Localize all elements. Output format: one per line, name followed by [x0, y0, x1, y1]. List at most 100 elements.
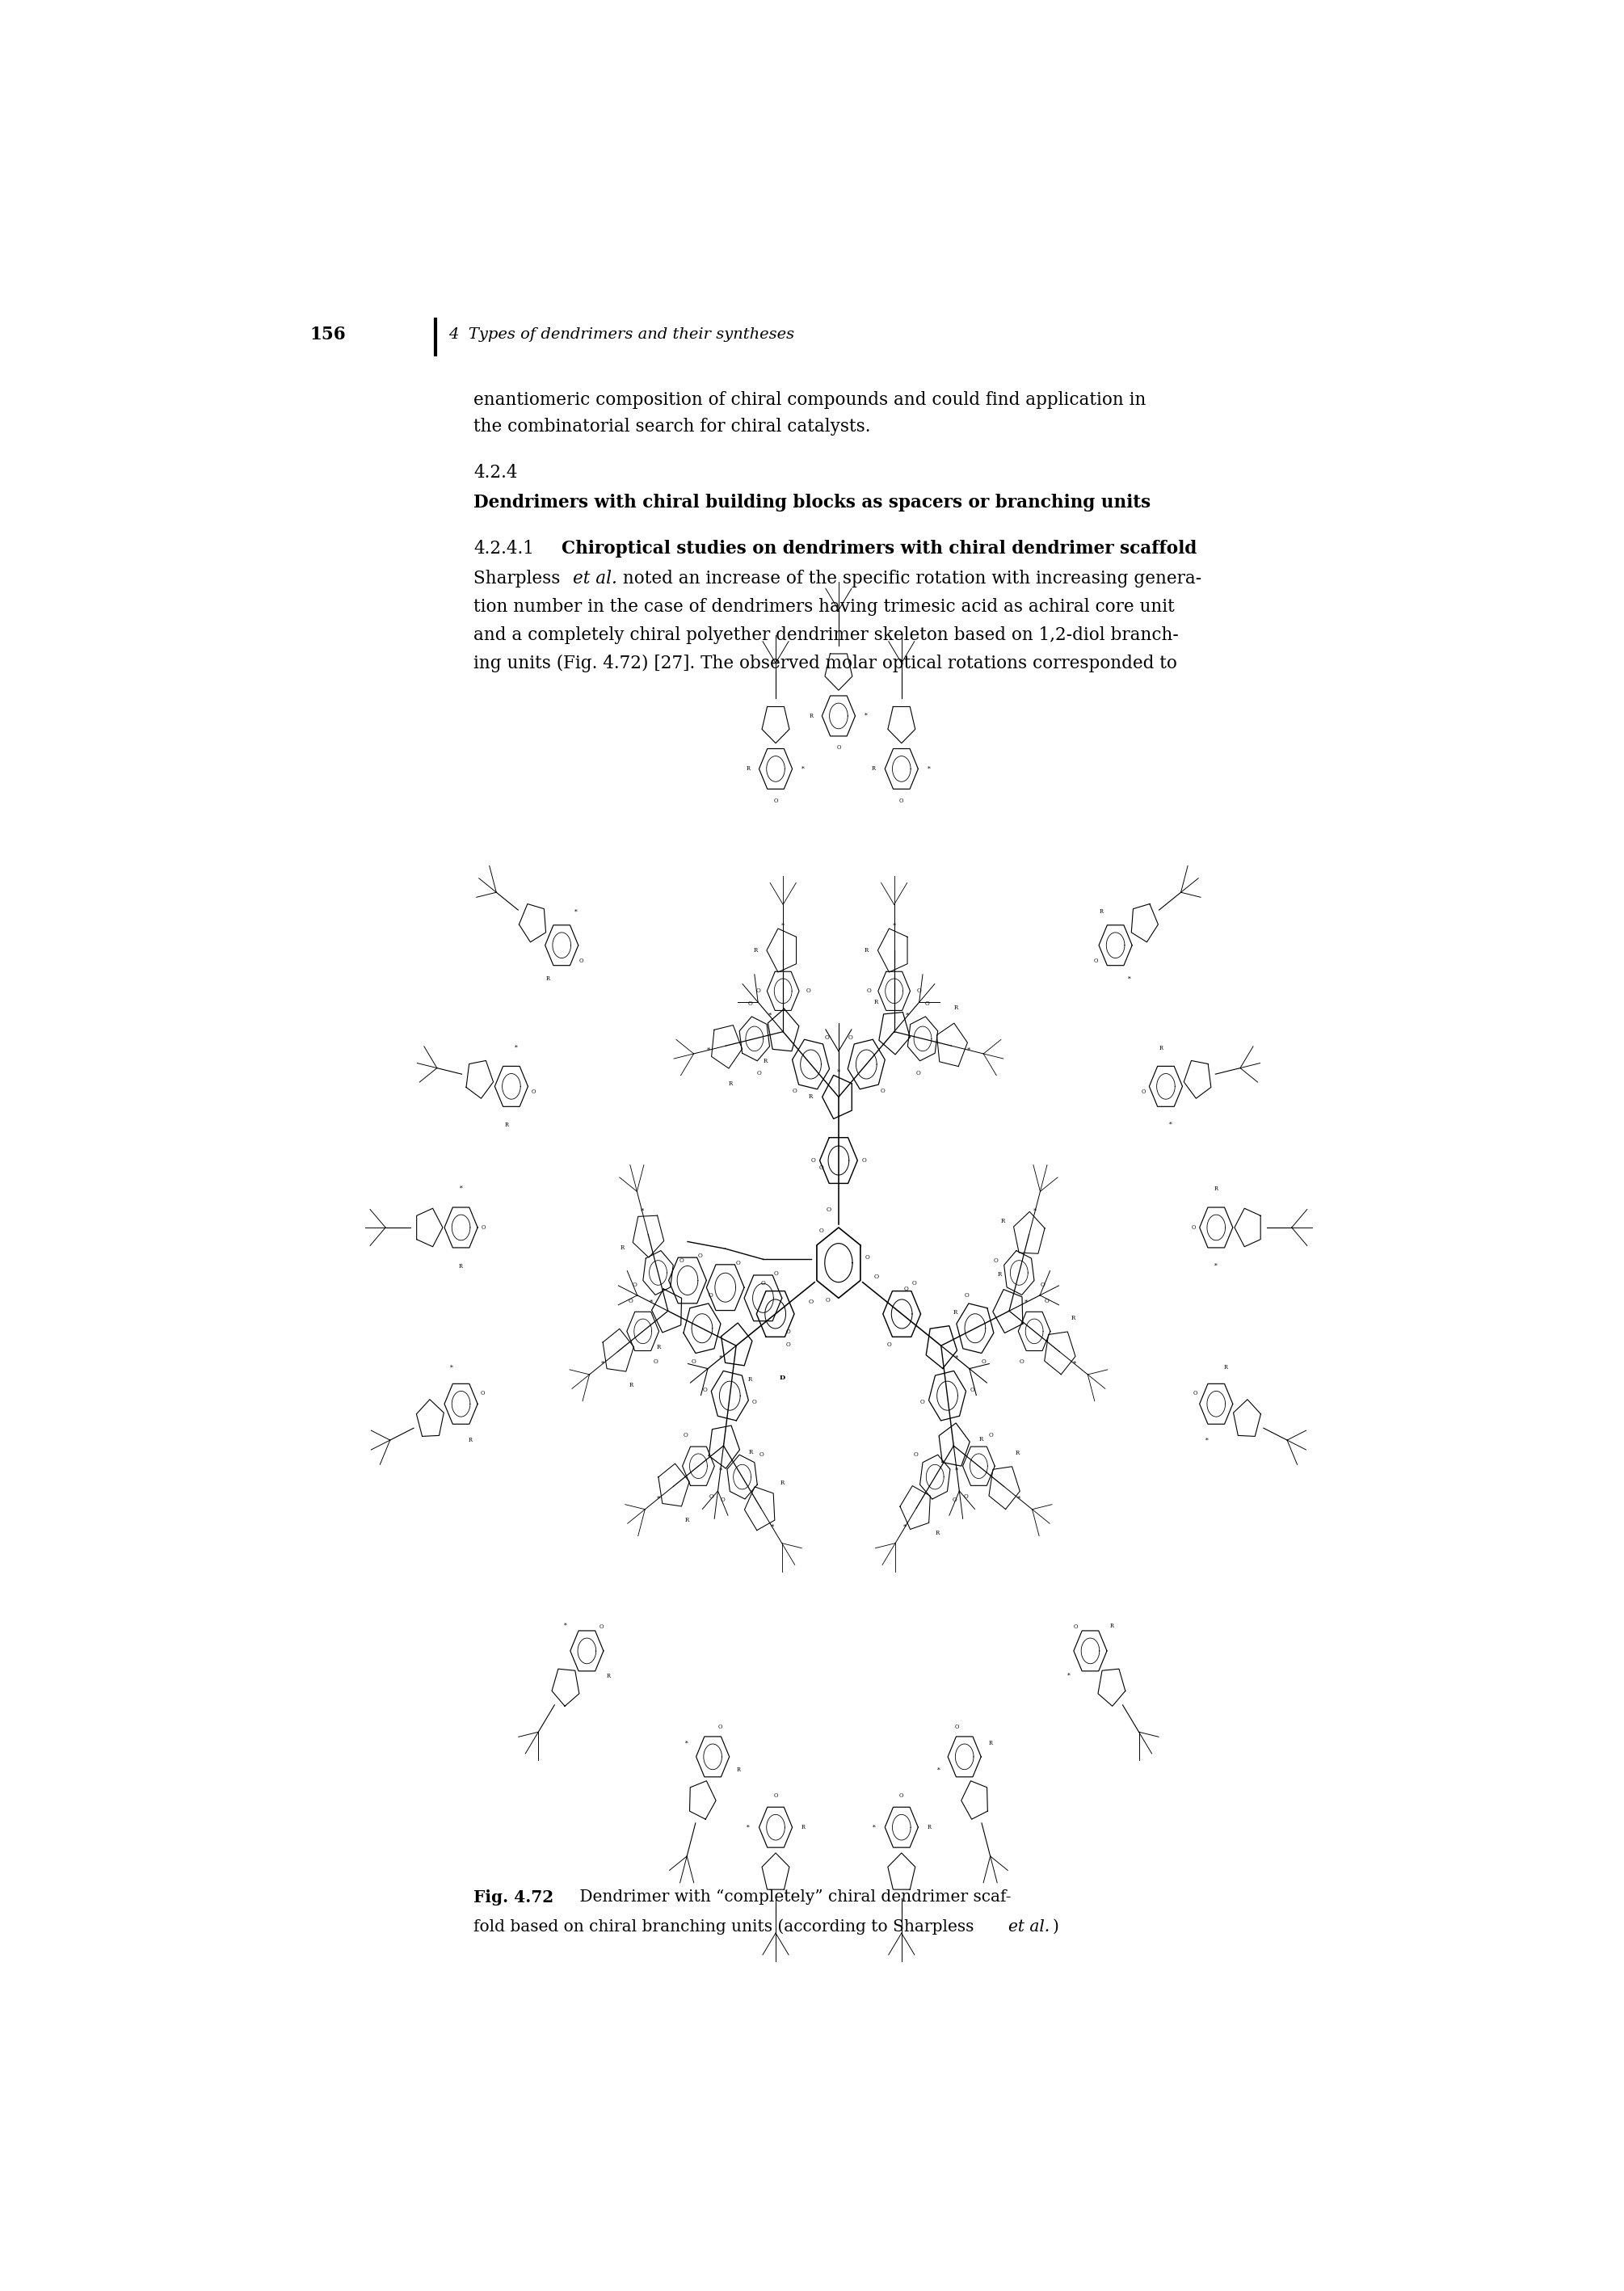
Text: *: *: [1205, 1436, 1208, 1443]
Text: *: *: [836, 1070, 840, 1074]
Text: O: O: [531, 1088, 536, 1095]
Text: O: O: [900, 1792, 903, 1798]
Text: O: O: [760, 1281, 765, 1288]
Text: O: O: [952, 1496, 957, 1503]
Text: R: R: [729, 1081, 732, 1088]
Text: *: *: [937, 1766, 940, 1773]
Text: O: O: [970, 1386, 974, 1393]
Text: *: *: [864, 713, 867, 719]
Text: *: *: [1215, 1262, 1218, 1269]
Text: O: O: [684, 1432, 689, 1439]
Text: *: *: [650, 1299, 653, 1306]
Text: O: O: [1020, 1359, 1025, 1365]
Text: et al.: et al.: [1009, 1920, 1049, 1934]
Text: O: O: [825, 1033, 830, 1040]
Text: O: O: [924, 1001, 929, 1008]
Text: R: R: [872, 765, 875, 772]
Text: O: O: [981, 1359, 986, 1365]
Text: O: O: [848, 1033, 853, 1040]
Text: 156: 156: [310, 325, 346, 344]
Text: O: O: [747, 1001, 752, 1008]
Text: O: O: [632, 1281, 637, 1288]
Text: *: *: [747, 1824, 750, 1831]
Text: O: O: [809, 1299, 814, 1304]
Text: O: O: [818, 1228, 823, 1235]
Text: O: O: [793, 1088, 797, 1095]
Text: O: O: [773, 1269, 778, 1276]
Text: O: O: [874, 1274, 879, 1281]
Text: R: R: [1109, 1622, 1114, 1629]
Text: *: *: [1017, 1496, 1021, 1503]
Text: R: R: [460, 1262, 463, 1269]
Text: et al.: et al.: [573, 570, 617, 586]
Text: tion number in the case of dendrimers having trimesic acid as achiral core unit: tion number in the case of dendrimers ha…: [474, 598, 1174, 616]
Text: R: R: [546, 976, 551, 983]
Text: *: *: [450, 1363, 453, 1370]
Text: *: *: [872, 1824, 875, 1831]
Text: O: O: [1073, 1624, 1078, 1629]
Text: 4  Types of dendrimers and their syntheses: 4 Types of dendrimers and their synthese…: [448, 328, 794, 341]
Text: R: R: [809, 1093, 814, 1100]
Text: Dendrimers with chiral building blocks as spacers or branching units: Dendrimers with chiral building blocks a…: [474, 493, 1151, 511]
Text: *: *: [515, 1045, 518, 1052]
Text: *: *: [573, 910, 577, 914]
Text: *: *: [955, 1354, 958, 1361]
Text: O: O: [736, 1260, 741, 1267]
Text: O: O: [1044, 1297, 1049, 1304]
Text: R: R: [656, 1345, 661, 1352]
Text: R: R: [935, 1530, 940, 1537]
Text: *: *: [656, 1496, 659, 1503]
Text: R: R: [737, 1766, 741, 1773]
Text: *: *: [893, 923, 896, 928]
Text: *: *: [719, 1466, 723, 1473]
Text: Fig. 4.72: Fig. 4.72: [474, 1890, 554, 1906]
Text: *: *: [906, 1013, 909, 1019]
Text: *: *: [1025, 1299, 1028, 1306]
Text: O: O: [818, 1164, 823, 1171]
Text: R: R: [989, 1741, 992, 1746]
Text: O: O: [861, 1157, 866, 1164]
Text: O: O: [703, 1386, 708, 1393]
Text: O: O: [1142, 1088, 1147, 1095]
Text: O: O: [825, 1297, 830, 1304]
Text: O: O: [481, 1391, 484, 1395]
Text: O: O: [1192, 1223, 1195, 1230]
Text: O: O: [900, 797, 903, 804]
Text: O: O: [887, 1340, 892, 1347]
Text: *: *: [1169, 1120, 1173, 1127]
Text: O: O: [880, 1088, 885, 1095]
Text: O: O: [827, 1207, 831, 1214]
Text: Dendrimer with “completely” chiral dendrimer scaf-: Dendrimer with “completely” chiral dendr…: [575, 1890, 1012, 1904]
Text: O: O: [918, 987, 922, 994]
Text: O: O: [864, 1253, 869, 1260]
Text: O: O: [708, 1292, 713, 1299]
Text: and a completely chiral polyether dendrimer skeleton based on 1,2-diol branch-: and a completely chiral polyether dendri…: [474, 625, 1179, 644]
Text: O: O: [628, 1297, 633, 1304]
Text: O: O: [955, 1723, 958, 1730]
Text: R: R: [745, 765, 750, 772]
Text: R: R: [979, 1436, 983, 1443]
Text: R: R: [997, 1272, 1002, 1278]
Text: *: *: [640, 1207, 643, 1214]
Text: O: O: [758, 1450, 763, 1457]
Text: *: *: [768, 1013, 771, 1019]
Text: R: R: [749, 1450, 754, 1455]
Text: R: R: [1072, 1315, 1075, 1322]
Text: O: O: [773, 797, 778, 804]
Text: O: O: [994, 1258, 997, 1265]
Text: O: O: [708, 1494, 713, 1501]
Text: *: *: [706, 1047, 710, 1054]
Text: R: R: [864, 946, 869, 953]
Text: *: *: [927, 765, 931, 772]
Text: O: O: [679, 1258, 684, 1265]
Text: R: R: [953, 1003, 958, 1010]
Text: *: *: [685, 1741, 689, 1746]
Text: *: *: [1073, 1361, 1077, 1368]
Text: R: R: [1015, 1450, 1020, 1457]
Text: R: R: [801, 1824, 806, 1831]
Text: O: O: [836, 745, 841, 751]
Text: O: O: [580, 958, 583, 965]
Text: *: *: [1067, 1672, 1070, 1679]
Text: O: O: [692, 1359, 695, 1365]
Text: *: *: [564, 1622, 567, 1629]
